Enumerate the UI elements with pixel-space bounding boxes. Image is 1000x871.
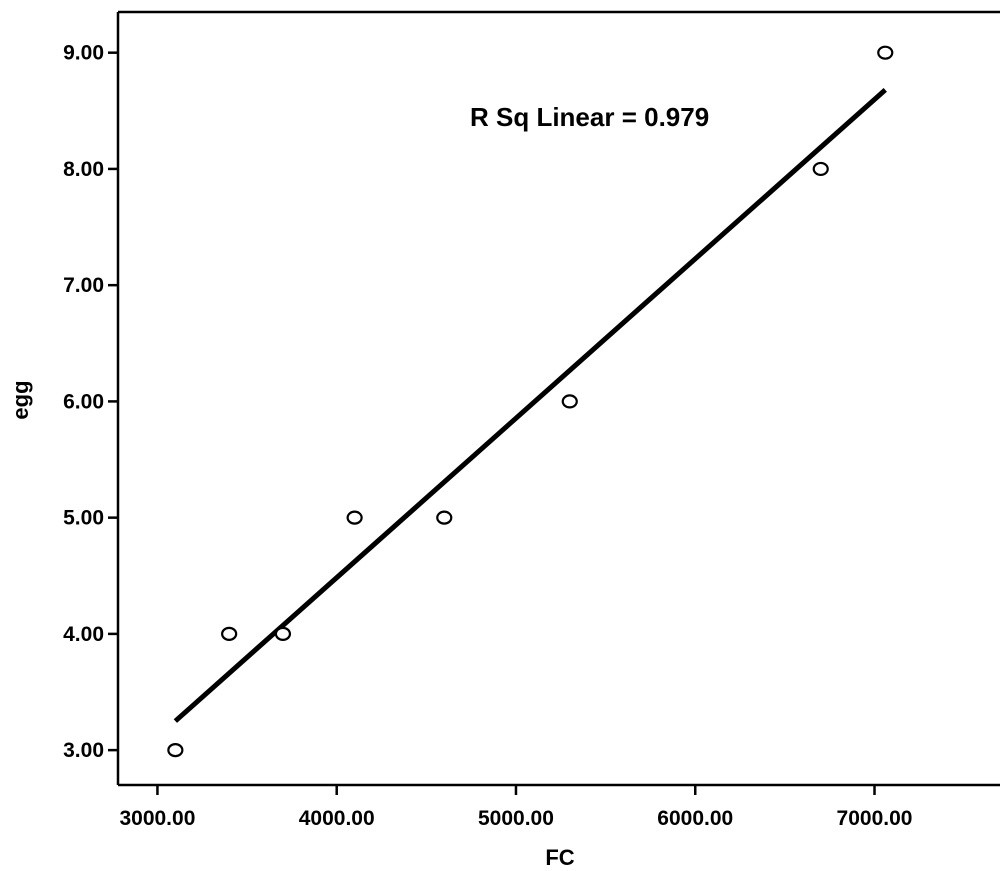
data-point bbox=[436, 510, 453, 525]
x-tick-label: 4000.00 bbox=[299, 807, 375, 830]
y-tick-label: 4.00 bbox=[63, 623, 104, 646]
x-tick-label: 7000.00 bbox=[837, 807, 913, 830]
data-point bbox=[221, 626, 238, 641]
data-point bbox=[167, 743, 184, 758]
y-tick-label: 7.00 bbox=[63, 274, 104, 297]
data-point bbox=[877, 45, 894, 60]
data-point bbox=[561, 394, 578, 409]
data-point bbox=[346, 510, 363, 525]
y-tick-label: 3.00 bbox=[63, 739, 104, 762]
x-tick-label: 3000.00 bbox=[119, 807, 195, 830]
x-tick-label: 5000.00 bbox=[478, 807, 554, 830]
y-axis-title: egg bbox=[8, 380, 33, 419]
y-tick-label: 8.00 bbox=[63, 158, 104, 181]
data-point bbox=[274, 626, 292, 641]
x-axis-title: FC bbox=[545, 845, 574, 870]
y-tick-label: 9.00 bbox=[63, 42, 104, 65]
linear-fit-line bbox=[173, 88, 887, 723]
data-point bbox=[812, 161, 829, 177]
y-tick-label: 5.00 bbox=[63, 507, 104, 530]
r-squared-annotation: R Sq Linear = 0.979 bbox=[470, 102, 709, 132]
y-tick-label: 6.00 bbox=[63, 390, 104, 413]
x-tick-label: 6000.00 bbox=[657, 807, 733, 830]
